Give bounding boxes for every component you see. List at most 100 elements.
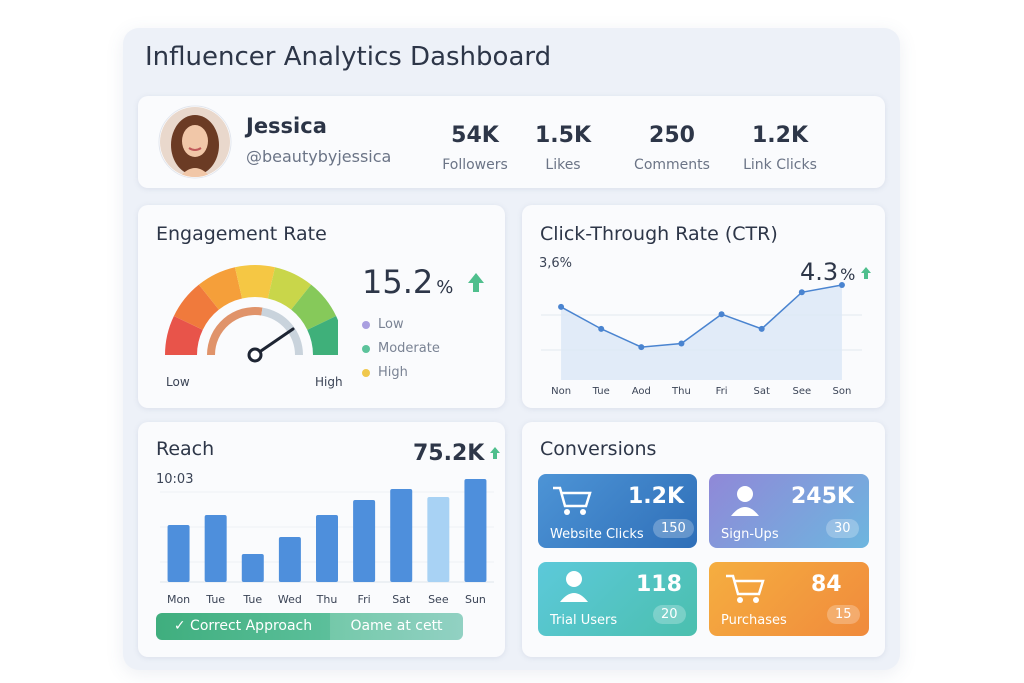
up-arrow-shape: [490, 447, 501, 459]
x-tick-label: Aod: [632, 386, 651, 397]
bar: [316, 515, 338, 582]
ctr-point: [638, 344, 645, 351]
action-bar: ✓ Correct Approach Oame at cett: [156, 613, 463, 640]
bar: [204, 515, 227, 582]
avatar-face: [182, 125, 208, 157]
x-tick-label: Tue: [242, 593, 262, 606]
engagement-value: 15.2: [362, 263, 434, 301]
stat-label: Followers: [442, 157, 508, 173]
bar: [427, 497, 450, 582]
x-tick-label: See: [792, 386, 811, 397]
bar: [390, 489, 413, 582]
ctr-value-box: 4.3%: [800, 258, 872, 286]
conversion-tile[interactable]: 118 Trial Users 20: [538, 562, 697, 636]
bar: [464, 479, 487, 582]
ctr-point: [598, 325, 605, 332]
gauge-high-label: High: [315, 375, 343, 389]
profile-name: Jessica: [246, 114, 327, 138]
action-button[interactable]: Oame at cett: [330, 613, 463, 640]
profile-card: Jessica @beautybyjessica 54K Followers 1…: [138, 96, 885, 188]
conversion-tile[interactable]: 1.2K Website Clicks 150: [538, 474, 697, 548]
card-title: Reach: [156, 438, 215, 460]
x-tick-label: Thu: [316, 593, 338, 606]
icon-dot: [753, 597, 759, 603]
stat-label: Likes: [545, 157, 581, 173]
conversion-label: Purchases: [721, 613, 787, 628]
conversion-badge: 30: [826, 519, 859, 538]
up-arrow-shape: [861, 267, 872, 279]
cart-icon: [553, 486, 592, 515]
icon-stroke: [726, 574, 765, 596]
x-tick-label: Non: [551, 386, 571, 397]
x-tick-label: Tue: [592, 386, 610, 397]
ctr-chart: Non Tue Aod Thu Fri Sat See Son: [541, 282, 862, 397]
legend-item: Moderate: [362, 341, 440, 356]
ctr-line: [560, 284, 843, 348]
x-tick-label: Sat: [392, 593, 411, 606]
ctr-area: [561, 285, 842, 380]
conversion-value: 1.2K: [628, 484, 685, 509]
reach-top-label: 10:03: [156, 472, 194, 487]
x-tick-label: Son: [833, 386, 852, 397]
gauge-inner-arc: [207, 307, 263, 355]
up-arrow: [490, 447, 501, 459]
x-tick-label: Tue: [205, 593, 225, 606]
x-tick-label: Wed: [278, 593, 302, 606]
icon-dot: [737, 597, 743, 603]
icon-body: [560, 593, 588, 602]
conversion-badge: 20: [653, 605, 686, 624]
conversion-value: 118: [636, 572, 682, 597]
icon-body: [731, 507, 759, 516]
legend-item: Low: [362, 317, 440, 332]
gauge-low-label: Low: [166, 375, 190, 389]
conversion-tile[interactable]: 245K Sign-Ups 30: [709, 474, 869, 548]
stat-value: 250: [649, 123, 695, 148]
icon-dot: [580, 509, 586, 515]
card-title: Engagement Rate: [156, 223, 327, 245]
card-title: Click-Through Rate (CTR): [540, 223, 778, 245]
reach-value: 75.2K: [413, 441, 485, 466]
legend-dot: [362, 344, 370, 353]
gauge-segment: [198, 267, 243, 310]
conversion-label: Sign-Ups: [721, 527, 779, 542]
conversion-badge: 15: [827, 605, 860, 624]
ctr-point: [678, 340, 685, 347]
icon-head: [566, 571, 582, 587]
ctr-point: [838, 282, 845, 288]
action-button[interactable]: ✓ Correct Approach: [173, 618, 313, 634]
legend-label: High: [378, 365, 408, 380]
icon-stroke: [553, 486, 592, 508]
conversion-tile[interactable]: 84 Purchases 15: [709, 562, 869, 636]
card-title: Conversions: [540, 438, 657, 460]
engagement-legend: Low Moderate High: [362, 317, 440, 389]
ctr-value: 4.3: [800, 258, 839, 286]
x-tick-label: Fri: [716, 386, 728, 397]
legend-label: Low: [378, 317, 404, 332]
ctr-point: [718, 311, 725, 318]
reach-card: Reach 75.2K 10:03 Mon Tue Tue Wed Thu Fri Sat S…: [138, 422, 505, 657]
gauge: [165, 265, 338, 363]
conversion-value: 245K: [791, 484, 854, 509]
gauge-segment: [234, 265, 276, 299]
stat-value: 54K: [451, 123, 499, 148]
cart-icon: [726, 574, 765, 603]
gauge-segment: [307, 315, 338, 355]
x-tick-label: Mon: [167, 593, 190, 606]
icon-dot: [564, 509, 570, 515]
conversion-label: Website Clicks: [550, 527, 644, 542]
legend-dot: [362, 320, 370, 329]
up-arrow-shape: [468, 273, 485, 292]
x-tick-label: Thu: [671, 386, 691, 397]
gauge-inner-arc: [261, 307, 303, 355]
icon-head: [737, 486, 753, 502]
legend-item: High: [362, 365, 440, 380]
x-tick-label: See: [428, 593, 449, 606]
gauge-needle: [253, 327, 295, 357]
bar: [278, 537, 301, 582]
avatar-smile: [188, 147, 202, 151]
ctr-point: [758, 325, 765, 332]
up-arrow: [468, 273, 485, 292]
conversion-badge: 150: [653, 519, 694, 538]
x-tick-label: Sun: [465, 593, 486, 606]
gauge-segment: [173, 284, 219, 330]
